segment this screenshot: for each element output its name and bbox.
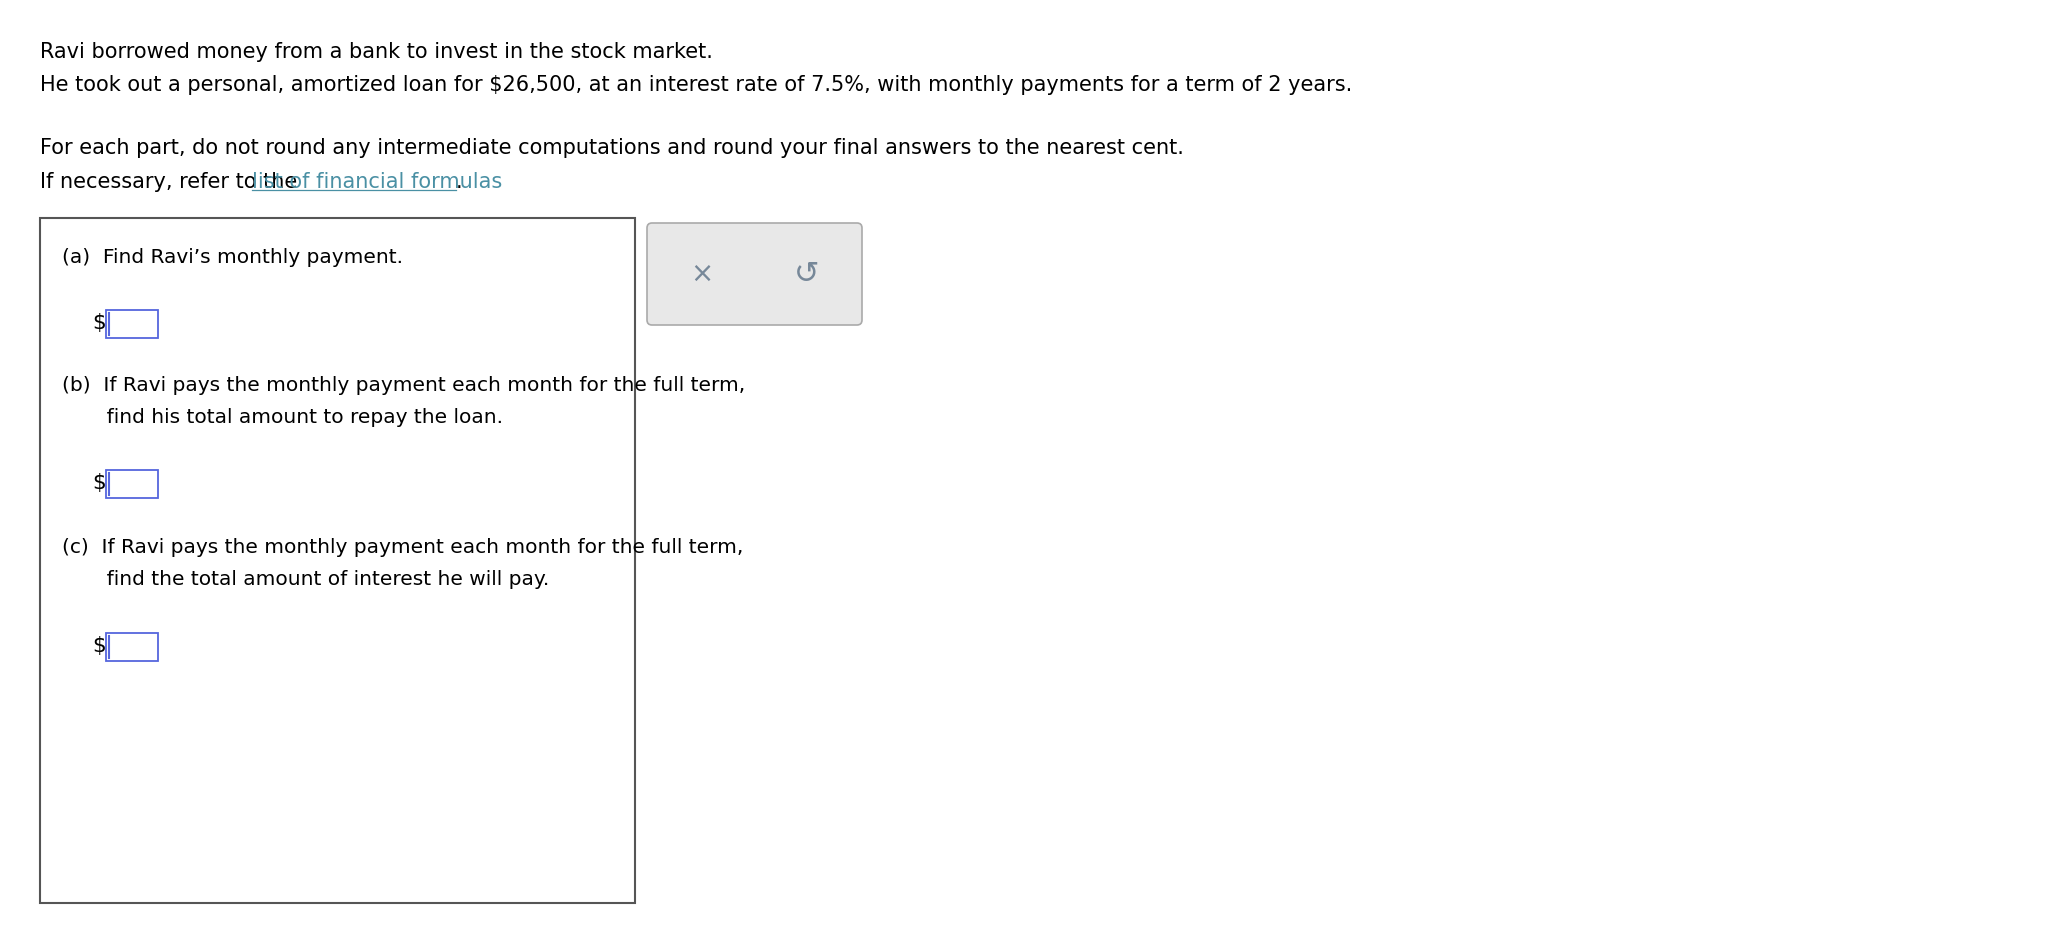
FancyBboxPatch shape bbox=[107, 470, 158, 498]
Text: (b)  If Ravi pays the monthly payment each month for the full term,: (b) If Ravi pays the monthly payment eac… bbox=[62, 376, 745, 395]
Text: (c)  If Ravi pays the monthly payment each month for the full term,: (c) If Ravi pays the monthly payment eac… bbox=[62, 538, 743, 557]
Text: For each part, do not round any intermediate computations and round your final a: For each part, do not round any intermed… bbox=[39, 138, 1184, 158]
Text: Ravi borrowed money from a bank to invest in the stock market.: Ravi borrowed money from a bank to inves… bbox=[39, 42, 712, 62]
Text: ×: × bbox=[689, 260, 714, 288]
Text: If necessary, refer to the: If necessary, refer to the bbox=[39, 172, 304, 192]
Text: (a)  Find Ravi’s monthly payment.: (a) Find Ravi’s monthly payment. bbox=[62, 248, 402, 267]
Text: find the total amount of interest he will pay.: find the total amount of interest he wil… bbox=[62, 570, 550, 589]
Text: find his total amount to repay the loan.: find his total amount to repay the loan. bbox=[62, 408, 503, 427]
Text: $: $ bbox=[92, 473, 105, 493]
FancyBboxPatch shape bbox=[39, 218, 634, 903]
Text: .: . bbox=[456, 172, 462, 192]
FancyBboxPatch shape bbox=[107, 633, 158, 661]
Text: $: $ bbox=[92, 636, 105, 656]
Text: ↺: ↺ bbox=[794, 259, 819, 289]
FancyBboxPatch shape bbox=[107, 310, 158, 338]
Text: list of financial formulas: list of financial formulas bbox=[252, 172, 503, 192]
Text: He took out a personal, amortized loan for $26,500, at an interest rate of 7.5%,: He took out a personal, amortized loan f… bbox=[39, 75, 1352, 95]
FancyBboxPatch shape bbox=[646, 223, 862, 325]
Text: $: $ bbox=[92, 313, 105, 333]
